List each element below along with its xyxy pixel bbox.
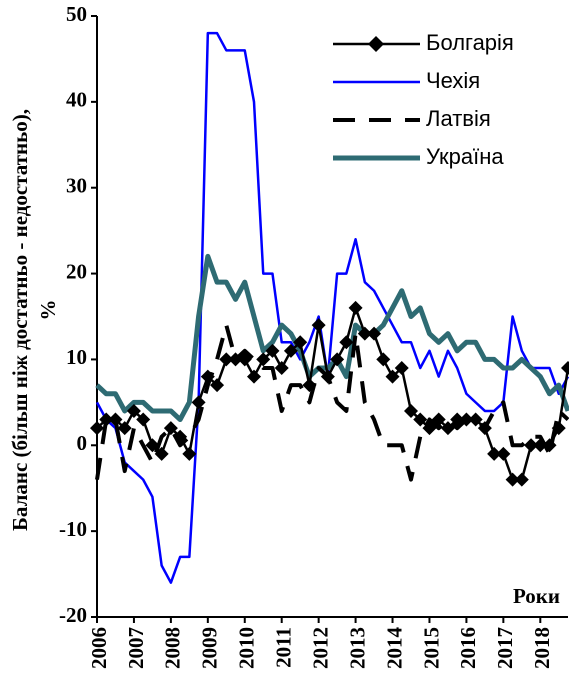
x-tick-label: 2015 (419, 627, 443, 669)
marker (394, 361, 409, 376)
marker (330, 352, 345, 367)
marker (210, 378, 225, 393)
marker (339, 335, 354, 350)
x-tick-label: 2016 (456, 627, 480, 669)
y-tick-label: -20 (59, 603, 87, 627)
x-tick-label: 2006 (87, 627, 111, 669)
marker (90, 421, 104, 436)
series-line (95, 253, 569, 423)
marker (524, 438, 539, 453)
marker (191, 395, 206, 410)
x-tick-label: 2013 (345, 627, 369, 669)
y-axis-label: Баланс (більш ніж достатньо - недостатнь… (8, 109, 32, 531)
legend-label: Болгарія (426, 30, 514, 55)
series-line (95, 31, 569, 584)
marker (219, 352, 234, 367)
x-tick-label: 2011 (272, 627, 296, 668)
marker (117, 421, 132, 436)
marker (367, 326, 382, 341)
x-tick-label: 2007 (124, 627, 148, 669)
x-tick-label: 2014 (382, 627, 406, 670)
marker (265, 343, 280, 358)
marker (293, 335, 308, 350)
marker (487, 446, 502, 461)
x-tick-label: 2008 (161, 627, 185, 669)
y-tick-label: 40 (66, 88, 87, 112)
y-tick-label: 0 (77, 431, 88, 455)
marker (182, 446, 197, 461)
marker (256, 352, 271, 367)
x-tick-label: 2018 (530, 627, 554, 669)
y-tick-label: -10 (59, 517, 87, 541)
marker (496, 446, 511, 461)
marker (357, 326, 372, 341)
y-tick-label: 30 (66, 174, 87, 198)
marker (247, 369, 261, 384)
y-axis-label: % (36, 300, 60, 321)
marker (404, 403, 418, 418)
marker (126, 403, 141, 418)
marker (413, 412, 428, 427)
marker (561, 361, 569, 376)
marker (505, 472, 520, 487)
marker (283, 343, 298, 358)
y-tick-label: 10 (66, 345, 87, 369)
series-line (95, 323, 569, 482)
marker (468, 412, 483, 427)
y-tick-label: 50 (66, 2, 87, 26)
legend-label: Україна (426, 144, 504, 169)
series-line (96, 306, 569, 481)
marker (311, 318, 326, 333)
marker (108, 412, 123, 427)
x-tick-label: 2009 (198, 627, 222, 669)
x-tick-label: 2010 (235, 627, 259, 669)
x-tick-label: 2017 (493, 627, 517, 669)
x-tick-label: 2012 (308, 627, 332, 669)
y-tick-label: 20 (66, 259, 87, 283)
marker (348, 300, 363, 315)
marker (376, 352, 391, 367)
marker (99, 412, 114, 427)
marker (385, 369, 400, 384)
legend-marker (368, 36, 384, 52)
legend-bg (325, 22, 563, 180)
marker (514, 472, 529, 487)
x-axis-label: Роки (513, 584, 560, 608)
legend-label: Латвія (426, 106, 491, 131)
marker (163, 421, 178, 436)
legend-label: Чехія (426, 68, 480, 93)
marker (274, 361, 289, 376)
marker (136, 412, 151, 427)
